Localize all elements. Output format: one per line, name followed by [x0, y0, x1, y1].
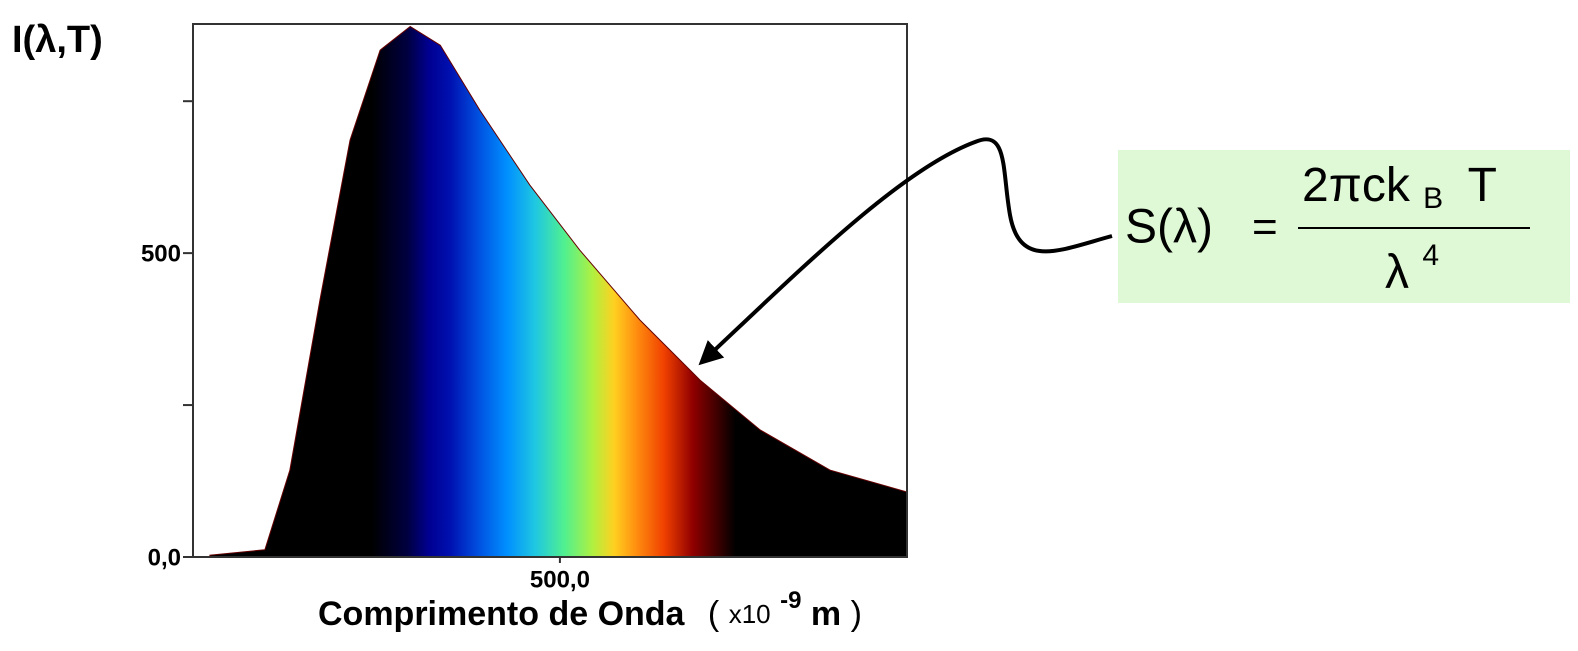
- x-tick-label: 500,0: [530, 566, 590, 593]
- x-axis-label: Comprimento de Onda ( x10 -9 m ): [318, 581, 862, 633]
- y-tick-label: 0,0: [148, 544, 181, 571]
- y-axis-label: I(λ,T): [12, 19, 103, 61]
- formula-numerator: 2πck B T: [1302, 159, 1497, 224]
- plot-frame: [192, 23, 908, 558]
- formula-equals: =: [1252, 203, 1278, 252]
- y-tick-label: 500: [141, 240, 181, 267]
- formula-lhs: S(λ): [1125, 201, 1213, 254]
- formula-box: [1118, 150, 1570, 303]
- formula-denominator: λ 4: [1385, 239, 1439, 299]
- annotation-arrow: [698, 137, 1113, 366]
- spectrum-area: [209, 25, 908, 558]
